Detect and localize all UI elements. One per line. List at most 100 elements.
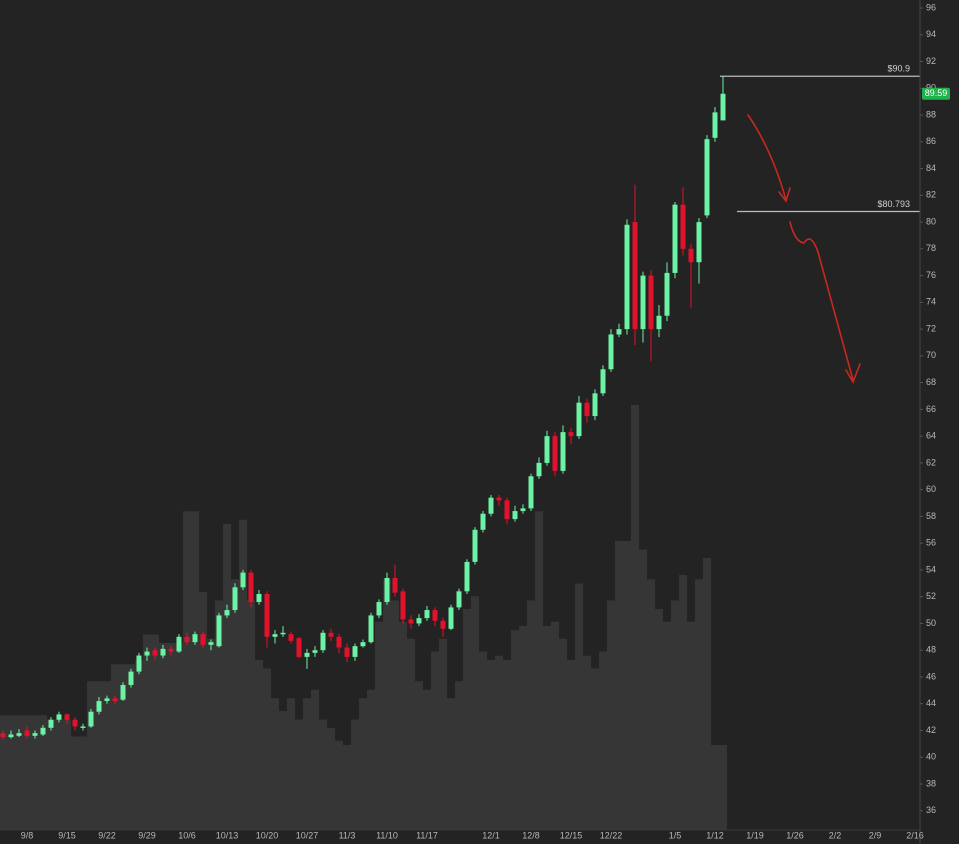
last-price-tag	[922, 87, 950, 100]
y-tick-label: 90	[926, 83, 936, 93]
candle-body	[248, 572, 254, 603]
volume-bar	[383, 579, 391, 830]
x-tick-label: 10/27	[296, 830, 319, 840]
volume-bar	[503, 660, 511, 830]
volume-bar	[335, 740, 343, 830]
price-level-label: $90.9	[887, 64, 910, 74]
candle-body	[672, 204, 678, 273]
x-tick-label: 2/9	[869, 830, 882, 840]
volume-bar	[543, 626, 551, 830]
volume-bar	[87, 681, 95, 830]
candle-body	[152, 650, 158, 656]
x-tick-label: 12/22	[600, 830, 623, 840]
candle-body	[560, 432, 566, 471]
volume-bar	[119, 664, 127, 830]
volume-bar	[535, 511, 543, 830]
y-tick-label: 46	[926, 671, 936, 681]
volume-bar	[487, 660, 495, 830]
volume-bar	[167, 643, 175, 830]
volume-bar	[151, 634, 159, 830]
candle-body	[400, 591, 406, 620]
candle-body	[192, 634, 198, 643]
volume-bar	[63, 719, 71, 830]
x-tick-label: 1/5	[669, 830, 682, 840]
candle-body	[80, 726, 86, 728]
volume-bar	[239, 519, 247, 830]
y-tick-label: 72	[926, 323, 936, 333]
candle-body	[552, 436, 558, 471]
volume-bar	[623, 541, 631, 830]
y-tick-label: 56	[926, 538, 936, 548]
volume-bar	[263, 668, 271, 830]
candle-body	[24, 730, 30, 736]
candle-body	[224, 610, 230, 616]
candle-body	[480, 513, 486, 530]
candle-body	[392, 577, 398, 593]
price-level-label: $80.793	[877, 199, 910, 209]
volume-bar	[559, 638, 567, 830]
y-tick-label: 82	[926, 190, 936, 200]
arrow-stroke	[747, 114, 787, 201]
axis-layer: 36 38 40 42 44 46 48 50 52 54 56 58 60 62 64 66 68 70 72 74…	[21, 2, 950, 840]
volume-bar	[711, 745, 719, 830]
y-tick-label: 58	[926, 511, 936, 521]
y-tick-label: 86	[926, 136, 936, 146]
x-tick-label: 9/22	[98, 830, 116, 840]
candle-body	[584, 402, 590, 417]
candle-body	[112, 698, 118, 702]
volume-bar	[175, 643, 183, 830]
volume-bar	[143, 634, 151, 830]
volume-bar	[367, 689, 375, 830]
volume-bar	[7, 715, 15, 830]
candle-body	[640, 275, 646, 330]
y-tick-label: 36	[926, 805, 936, 815]
candle-body	[448, 607, 454, 629]
x-tick-label: 2/2	[829, 830, 842, 840]
candle-body	[472, 529, 478, 562]
volume-bar	[215, 600, 223, 830]
candle-body	[48, 719, 54, 728]
y-tick-label: 38	[926, 778, 936, 788]
volume-bar	[31, 715, 39, 830]
volume-bar	[471, 596, 479, 830]
y-tick-label: 66	[926, 404, 936, 414]
volume-bar	[607, 600, 615, 830]
volume-bar	[95, 681, 103, 830]
volume-bar	[279, 711, 287, 830]
candle-body	[336, 636, 342, 648]
candle-body	[464, 561, 470, 592]
volume-bar	[39, 715, 47, 830]
volume-bar	[663, 621, 671, 830]
volume-bar	[679, 575, 687, 830]
y-tick-label: 76	[926, 270, 936, 280]
candle-body	[352, 646, 358, 657]
volume-bar	[311, 689, 319, 830]
candle-body	[144, 651, 150, 656]
candle-body	[304, 652, 310, 657]
volume-bar	[71, 736, 79, 830]
volume-bar	[295, 719, 303, 830]
candle-body	[488, 497, 494, 514]
candle-body	[536, 462, 542, 477]
candle-body	[592, 393, 598, 417]
volume-bar	[591, 668, 599, 830]
candle-body	[64, 714, 70, 720]
volume-bar	[567, 660, 575, 830]
volume-bar	[519, 626, 527, 830]
y-tick-label: 50	[926, 618, 936, 628]
candle-body	[240, 572, 246, 588]
y-tick-label: 96	[926, 2, 936, 12]
volume-bar	[55, 719, 63, 830]
volume-bar	[287, 698, 295, 830]
volume-bar	[695, 579, 703, 830]
volume-bar	[423, 689, 431, 830]
volume-bar	[375, 621, 383, 830]
y-tick-label: 48	[926, 645, 936, 655]
candle-body	[40, 727, 46, 735]
volume-layer	[0, 405, 727, 830]
volume-bar	[447, 698, 455, 830]
candle-body	[496, 497, 502, 501]
y-tick-label: 78	[926, 243, 936, 253]
candle-body	[312, 650, 318, 653]
candle-body	[32, 733, 38, 736]
